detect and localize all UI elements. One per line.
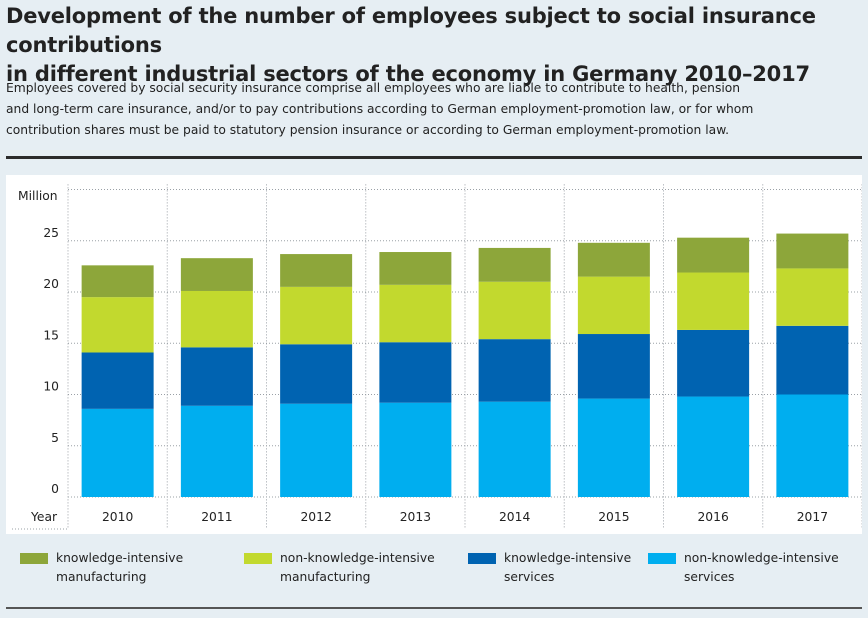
bar-segment-non-knowledge-intensive-manufacturing-2014 xyxy=(478,281,551,340)
chart-description: Employees covered by social security ins… xyxy=(6,78,862,141)
bar-segment-knowledge-intensive-manufacturing-2014 xyxy=(478,247,551,282)
title-line-2: in different industrial sectors of the e… xyxy=(6,62,810,86)
legend-text-nki-manufacturing-2: manufacturing xyxy=(280,570,371,584)
x-tick-label: 2015 xyxy=(598,510,629,524)
bar-segment-non-knowledge-intensive-services-2016 xyxy=(677,396,750,497)
chart-panel: Million 0 5 10 15 20 25 2010 2011 2012 2013 2014 201… xyxy=(6,175,862,534)
bar-segment-knowledge-intensive-services-2015 xyxy=(577,334,650,399)
description-line-2: and long-term care insurance, and/or to … xyxy=(6,102,754,116)
bar-segment-non-knowledge-intensive-services-2012 xyxy=(280,403,353,497)
y-tick-label: 5 xyxy=(51,431,59,445)
legend-text-nki-manufacturing-1: non-knowledge-intensive xyxy=(280,551,435,565)
y-tick-label: 15 xyxy=(43,328,59,342)
bar-segment-non-knowledge-intensive-manufacturing-2011 xyxy=(180,290,253,348)
legend-text-nki-services-2: services xyxy=(684,570,735,584)
x-tick-label: 2011 xyxy=(201,510,232,524)
bar-segment-knowledge-intensive-services-2016 xyxy=(677,329,750,397)
bar-segment-non-knowledge-intensive-services-2017 xyxy=(776,394,849,497)
x-tick-label: 2016 xyxy=(697,510,728,524)
bar-segment-non-knowledge-intensive-services-2013 xyxy=(379,402,452,497)
legend-text-ki-services-2: services xyxy=(504,570,555,584)
bar-segment-non-knowledge-intensive-manufacturing-2017 xyxy=(776,268,849,326)
legend-text-ki-manufacturing-1: knowledge-intensive xyxy=(56,551,184,565)
y-tick-label: 20 xyxy=(43,277,59,291)
x-tick-label: 2013 xyxy=(400,510,431,524)
bar-segment-non-knowledge-intensive-services-2014 xyxy=(478,401,551,497)
bar-segment-knowledge-intensive-manufacturing-2012 xyxy=(280,254,353,287)
x-tick-label: 2014 xyxy=(499,510,530,524)
title-line-1: Development of the number of employees s… xyxy=(6,4,816,57)
bar-segment-non-knowledge-intensive-manufacturing-2010 xyxy=(81,297,154,353)
x-tick-label: 2017 xyxy=(797,510,828,524)
legend-swatch-ki-services xyxy=(468,553,496,564)
bar-segment-knowledge-intensive-manufacturing-2016 xyxy=(677,237,750,273)
bar-segment-non-knowledge-intensive-services-2010 xyxy=(81,408,154,497)
bar-segment-non-knowledge-intensive-services-2015 xyxy=(577,398,650,497)
bar-segment-non-knowledge-intensive-services-2011 xyxy=(180,405,253,497)
bar-segment-knowledge-intensive-services-2012 xyxy=(280,344,353,404)
bar-segment-knowledge-intensive-services-2017 xyxy=(776,325,849,395)
stacked-bar-chart: Million 0 5 10 15 20 25 2010 2011 2012 2013 2014 201… xyxy=(12,184,862,530)
bottom-divider xyxy=(6,607,862,609)
chart-legend: knowledge-intensive manufacturing non-kn… xyxy=(0,549,868,593)
y-tick-label: 25 xyxy=(43,226,59,240)
bar-segment-non-knowledge-intensive-manufacturing-2015 xyxy=(577,276,650,335)
x-tick-label: 2010 xyxy=(102,510,133,524)
legend-text-ki-services-1: knowledge-intensive xyxy=(504,551,632,565)
legend-label-ki-services: knowledge-intensive services xyxy=(504,549,684,587)
legend-swatch-nki-services xyxy=(648,553,676,564)
description-line-3: contribution shares must be paid to stat… xyxy=(6,123,730,137)
bar-segment-knowledge-intensive-services-2011 xyxy=(180,347,253,406)
chart-title: Development of the number of employees s… xyxy=(6,2,866,89)
bar-segment-knowledge-intensive-manufacturing-2011 xyxy=(180,258,253,291)
bar-segment-knowledge-intensive-services-2010 xyxy=(81,352,154,409)
x-axis-label: Year xyxy=(30,510,58,524)
legend-text-nki-services-1: non-knowledge-intensive xyxy=(684,551,839,565)
bar-segment-knowledge-intensive-manufacturing-2015 xyxy=(577,242,650,277)
legend-label-nki-manufacturing: non-knowledge-intensive manufacturing xyxy=(280,549,460,587)
bar-segment-non-knowledge-intensive-manufacturing-2013 xyxy=(379,284,452,343)
bar-segment-non-knowledge-intensive-manufacturing-2012 xyxy=(280,286,353,345)
bar-segment-knowledge-intensive-manufacturing-2010 xyxy=(81,265,154,298)
bar-segment-knowledge-intensive-manufacturing-2013 xyxy=(379,252,452,285)
legend-swatch-ki-manufacturing xyxy=(20,553,48,564)
x-tick-label: 2012 xyxy=(300,510,331,524)
legend-text-ki-manufacturing-2: manufacturing xyxy=(56,570,147,584)
legend-label-nki-services: non-knowledge-intensive services xyxy=(684,549,864,587)
bar-segment-knowledge-intensive-services-2013 xyxy=(379,342,452,403)
legend-swatch-nki-manufacturing xyxy=(244,553,272,564)
y-tick-label: 10 xyxy=(43,380,59,394)
bar-segment-knowledge-intensive-services-2014 xyxy=(478,339,551,402)
top-divider xyxy=(6,156,862,159)
description-line-1: Employees covered by social security ins… xyxy=(6,81,741,95)
y-axis-label: Million xyxy=(18,189,58,203)
bar-segment-knowledge-intensive-manufacturing-2017 xyxy=(776,233,849,269)
y-tick-label: 0 xyxy=(51,482,59,496)
bar-segment-non-knowledge-intensive-manufacturing-2016 xyxy=(677,272,750,330)
legend-label-ki-manufacturing: knowledge-intensive manufacturing xyxy=(56,549,236,587)
